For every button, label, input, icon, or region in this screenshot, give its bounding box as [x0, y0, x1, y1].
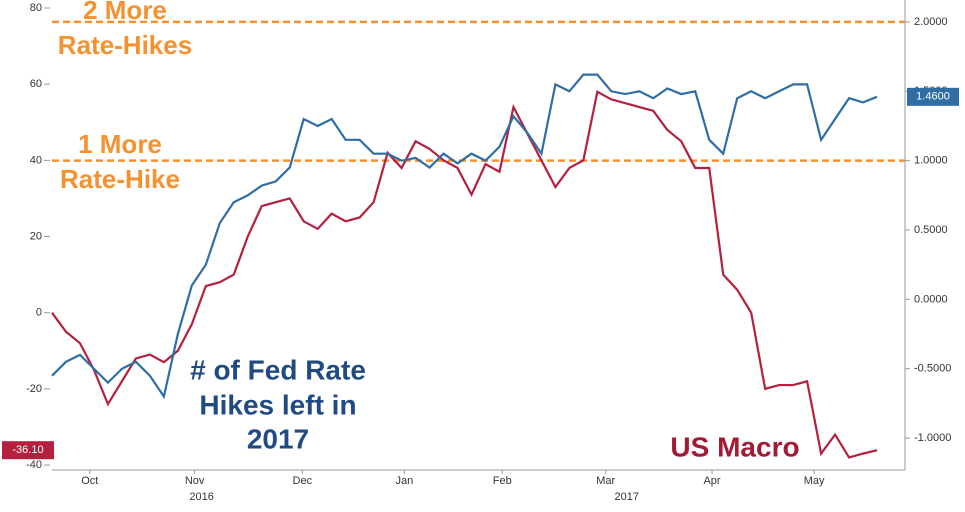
series-line	[51, 90, 878, 459]
y-tick-label: -40	[26, 459, 42, 471]
value-label: -36.10	[12, 444, 43, 456]
annotation: US Macro	[670, 431, 799, 462]
x-tick-label: Oct	[81, 475, 98, 487]
x-tick-label: Feb	[493, 475, 512, 487]
y-tick-label: 20	[30, 230, 42, 242]
annotation: Rate-Hikes	[58, 30, 192, 60]
y-tick-label: 80	[30, 2, 42, 14]
annotation: 2017	[247, 423, 309, 454]
x-tick-label: Dec	[293, 475, 313, 487]
y2-tick-label: 0.0000	[914, 293, 948, 305]
annotation: 1 More	[78, 129, 162, 159]
annotation: 2 More	[83, 0, 167, 25]
year-label: 2016	[189, 491, 213, 503]
year-label: 2017	[614, 491, 638, 503]
x-tick-label: May	[804, 475, 825, 487]
x-tick-label: Apr	[703, 475, 720, 487]
x-tick-label: Nov	[185, 475, 205, 487]
annotation: Hikes left in	[199, 389, 356, 420]
y-tick-label: -20	[26, 383, 42, 395]
y2-tick-label: 0.5000	[914, 224, 948, 236]
y2-tick-label: -1.0000	[914, 432, 951, 444]
value-label: 1.4600	[916, 91, 950, 103]
y2-tick-label: 1.0000	[914, 155, 948, 167]
y-tick-label: 40	[30, 154, 42, 166]
y-tick-label: 0	[36, 307, 42, 319]
y-tick-label: 60	[30, 78, 42, 90]
x-tick-label: Jan	[396, 475, 414, 487]
annotation: Rate-Hike	[60, 164, 180, 194]
x-tick-label: Mar	[596, 475, 615, 487]
value-badge	[907, 87, 959, 106]
annotation: # of Fed Rate	[190, 354, 366, 385]
y2-tick-label: -0.5000	[914, 363, 951, 375]
value-badge	[2, 441, 54, 460]
series-line	[51, 73, 878, 400]
y2-tick-label: 2.0000	[914, 16, 948, 28]
